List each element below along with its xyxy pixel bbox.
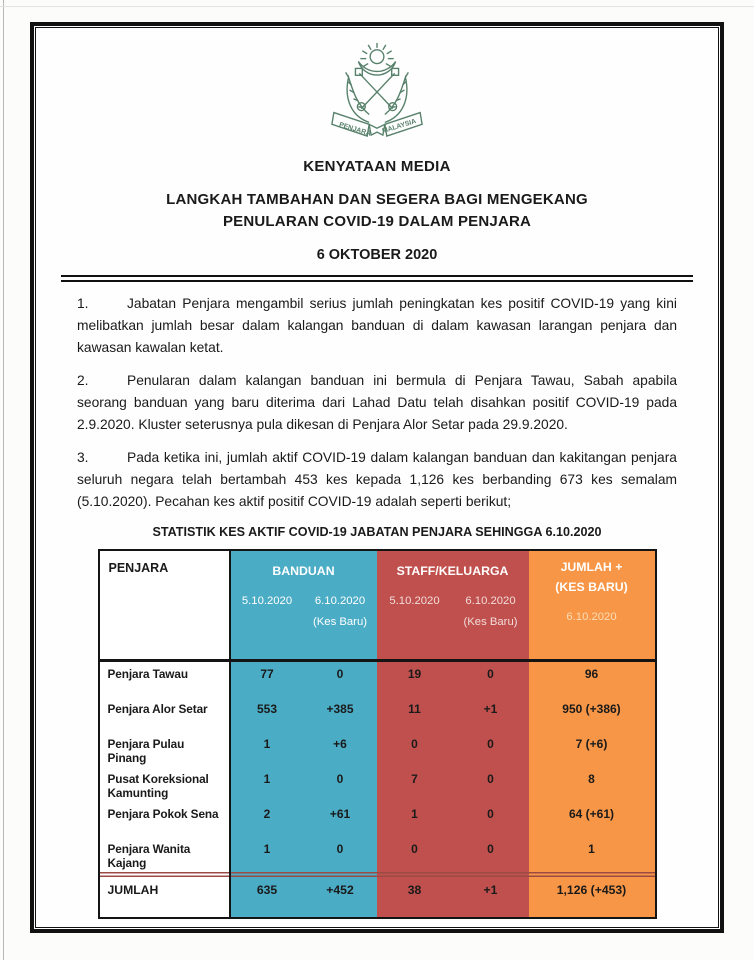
cell-banduan-prev: 1 — [230, 837, 304, 872]
total-banduan-new: +452 — [303, 877, 377, 917]
staff-date-new: 6.10.2020 — [465, 595, 516, 607]
cell-staff-new: +1 — [452, 697, 529, 732]
cell-total: 96 — [528, 662, 655, 697]
cell-staff-new: 0 — [452, 662, 529, 697]
banner-ribbon — [331, 111, 423, 137]
cell-banduan-prev: 77 — [230, 662, 304, 697]
table-total-row: JUMLAH 635 +452 38 +1 1,126 (+453) — [99, 877, 655, 917]
total-banduan-prev: 635 — [230, 877, 304, 917]
prison-department-crest-icon: PENJARA MALAYSIA — [331, 42, 423, 138]
paragraph-2-text: Penularan dalam kalangan banduan ini ber… — [77, 373, 677, 432]
paddy-wreath — [345, 71, 409, 124]
sunburst-rays — [360, 42, 394, 68]
total-separator-double-line — [99, 872, 655, 877]
table-row: Penjara Pokok Sena 2 +61 1 0 64 (+61) — [99, 802, 655, 837]
paragraph-2: 2. Penularan dalam kalangan banduan ini b… — [77, 370, 677, 436]
table-header: PENJARA BANDUAN 5.10.2020 6.10.2020 (Kes… — [99, 551, 655, 662]
header-group-staff: STAFF/KELUARGA 5.10.2020 6.10.2020 (Kes … — [376, 551, 529, 659]
jumlah-label-line2: (KES BARU) — [555, 580, 628, 594]
cell-total: 64 (+61) — [528, 802, 655, 837]
document-title: LANGKAH TAMBAHAN DAN SEGERA BAGI MENGEKA… — [77, 189, 677, 233]
cell-banduan-prev: 2 — [230, 802, 304, 837]
covid-statistics-table: PENJARA BANDUAN 5.10.2020 6.10.2020 (Kes… — [97, 549, 657, 919]
paragraph-1: 1. Jabatan Penjara mengambil serius jumla… — [77, 293, 677, 359]
cell-staff-new: 0 — [452, 732, 529, 767]
table-body: Penjara Tawau 77 0 19 0 96 Penjara Alor … — [99, 662, 655, 917]
cell-staff-prev: 0 — [376, 732, 453, 767]
staff-kes-baru: (Kes Baru) — [463, 616, 518, 628]
banduan-kes-baru: (Kes Baru) — [313, 616, 367, 628]
cell-banduan-prev: 1 — [230, 732, 304, 767]
cell-staff-prev: 7 — [376, 767, 453, 802]
staff-date-prev: 5.10.2020 — [389, 595, 440, 607]
paragraph-3-text: Pada ketika ini, jumlah aktif COVID-19 d… — [77, 450, 677, 509]
header-penjara: PENJARA — [99, 551, 231, 659]
cell-staff-prev: 19 — [376, 662, 453, 697]
paragraph-1-number: 1. — [77, 296, 89, 311]
cell-staff-prev: 11 — [376, 697, 453, 732]
document-page-border: PENJARA MALAYSIA KENYATAAN MEDIA LANGKAH… — [30, 22, 724, 933]
header-group-jumlah: JUMLAH + (KES BARU) 6.10.2020 — [528, 551, 655, 659]
document-page: PENJARA MALAYSIA KENYATAAN MEDIA LANGKAH… — [35, 27, 719, 928]
table-row: Penjara Wanita Kajang 1 0 0 0 1 — [99, 837, 655, 872]
statistics-table-title: STATISTIK KES AKTIF COVID-19 JABATAN PEN… — [152, 525, 602, 539]
banduan-date-new: 6.10.2020 — [314, 595, 366, 607]
row-label: Penjara Pulau Pinang — [99, 732, 231, 767]
cell-banduan-new: +61 — [303, 802, 377, 837]
banduan-label: BANDUAN — [272, 564, 335, 578]
cell-banduan-new: +385 — [303, 697, 377, 732]
document-date: 6 OKTOBER 2020 — [316, 247, 438, 263]
cell-total: 1 — [528, 837, 655, 872]
total-label: JUMLAH — [99, 877, 231, 917]
cell-banduan-new: 0 — [303, 662, 377, 697]
photo-edge-artifact — [3, 0, 4, 960]
table-row: Penjara Pulau Pinang 1 +6 0 0 7 (+6) — [99, 732, 655, 767]
paragraph-1-text: Jabatan Penjara mengambil serius jumlah … — [77, 296, 677, 355]
cell-staff-new: 0 — [452, 802, 529, 837]
row-label: Pusat Koreksional Kamunting — [99, 767, 231, 802]
banduan-date-prev: 5.10.2020 — [241, 595, 293, 607]
staff-label: STAFF/KELUARGA — [396, 564, 509, 578]
cell-total: 950 (+386) — [528, 697, 655, 732]
row-label: Penjara Pokok Sena — [99, 802, 231, 837]
double-rule-divider — [61, 275, 693, 282]
paragraph-3: 3. Pada ketika ini, jumlah aktif COVID-19… — [77, 447, 677, 513]
cell-banduan-prev: 1 — [230, 767, 304, 802]
row-label: Penjara Wanita Kajang — [99, 837, 231, 872]
cell-staff-new: 0 — [452, 837, 529, 872]
cell-total: 7 (+6) — [528, 732, 655, 767]
cell-staff-new: 0 — [452, 767, 529, 802]
jumlah-label-line1: JUMLAH + — [560, 560, 623, 574]
cell-staff-prev: 0 — [376, 837, 453, 872]
table-row: Penjara Tawau 77 0 19 0 96 — [99, 662, 655, 697]
paragraph-3-number: 3. — [77, 450, 89, 465]
cell-banduan-new: 0 — [303, 767, 377, 802]
jumlah-date: 6.10.2020 — [566, 611, 617, 623]
cell-banduan-new: +6 — [303, 732, 377, 767]
table-row: Penjara Alor Setar 553 +385 11 +1 950 (+… — [99, 697, 655, 732]
cell-banduan-new: 0 — [303, 837, 377, 872]
total-grand: 1,126 (+453) — [528, 877, 655, 917]
document-title-line2: PENULARAN COVID-19 DALAM PENJARA — [222, 213, 532, 230]
header-group-banduan: BANDUAN 5.10.2020 6.10.2020 (Kes Baru) — [230, 551, 377, 659]
paragraph-2-number: 2. — [77, 373, 89, 388]
row-label: Penjara Alor Setar — [99, 697, 231, 732]
cell-total: 8 — [528, 767, 655, 802]
crossed-keys — [354, 67, 400, 112]
media-statement-heading: KENYATAAN MEDIA — [303, 158, 451, 175]
photo-edge-artifact — [0, 6, 754, 7]
total-staff-new: +1 — [452, 877, 529, 917]
table-row: Pusat Koreksional Kamunting 1 0 7 0 8 — [99, 767, 655, 802]
total-staff-prev: 38 — [376, 877, 453, 917]
row-label: Penjara Tawau — [99, 662, 231, 697]
cell-banduan-prev: 553 — [230, 697, 304, 732]
cell-staff-prev: 1 — [376, 802, 453, 837]
document-title-line1: LANGKAH TAMBAHAN DAN SEGERA BAGI MENGEKA… — [166, 191, 588, 208]
